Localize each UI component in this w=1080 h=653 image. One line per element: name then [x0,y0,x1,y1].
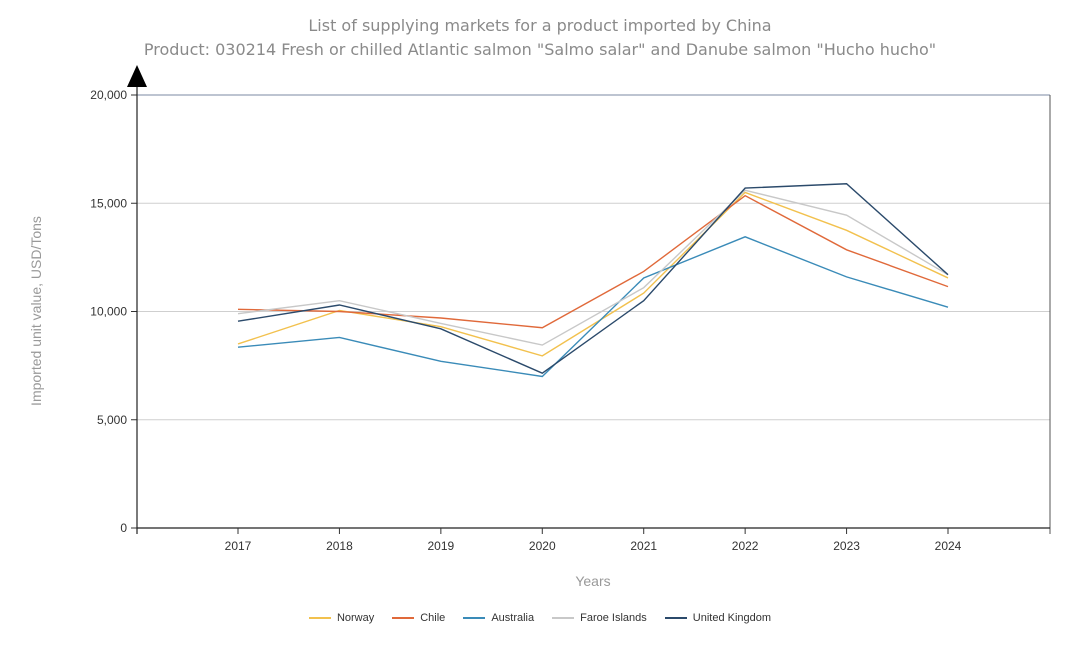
x-tick-label: 2024 [935,539,962,553]
x-tick-label: 2021 [630,539,657,553]
legend-label: Chile [420,612,446,624]
y-tick-label: 20,000 [90,88,127,102]
y-tick-label: 0 [120,521,127,535]
x-tick-label: 2017 [225,539,252,553]
legend-item: Faroe Islands [552,612,647,624]
legend-item: United Kingdom [664,612,772,624]
chart-subtitle: Product: 030214 Fresh or chilled Atlanti… [143,40,937,59]
x-axis-title: Years [575,573,610,589]
legend-swatch [463,617,486,619]
legend-swatch [392,617,415,619]
legend-swatch [308,617,331,619]
legend-label: Australia [491,612,535,624]
x-tick-label: 2020 [529,539,556,553]
legend-item: Chile [392,612,445,624]
x-tick-label: 2022 [732,539,759,553]
y-axis-arrow-icon [127,65,147,87]
legend: Norway Chile Australia Faroe Islands United … [0,612,1080,624]
legend-label: Norway [336,612,375,624]
legend-swatch [552,617,575,619]
x-tick-label: 2018 [326,539,353,553]
legend-swatch [664,617,687,619]
y-tick-label: 15,000 [90,196,127,210]
y-tick-label: 10,000 [90,305,127,319]
legend-item: Australia [463,612,534,624]
legend-label: Faroe Islands [580,612,647,624]
chart-title: List of supplying markets for a product … [308,16,772,35]
series-line-faroe-islands [237,189,949,346]
x-tick-label: 2019 [428,539,455,553]
series-line-united-kingdom [237,183,949,375]
x-tick-label: 2023 [833,539,860,553]
series-line-australia [237,236,949,378]
series-line-chile [237,194,949,329]
y-axis-title: Imported unit value, USD/Tons [28,216,44,406]
legend-label: United Kingdom [692,612,772,624]
y-tick-label: 5,000 [97,413,127,427]
legend-item: Norway [308,612,375,624]
